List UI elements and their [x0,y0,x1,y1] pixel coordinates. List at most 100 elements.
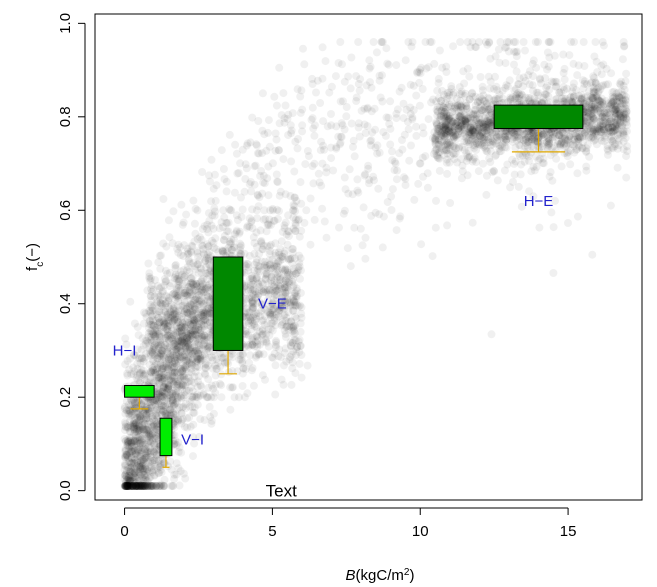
scatter-point [244,317,253,326]
scatter-point [152,482,161,490]
scatter-point [131,427,140,436]
scatter-point [361,233,370,242]
scatter-point [619,129,628,138]
scatter-point [454,130,463,139]
scatter-point [136,450,145,458]
scatter-point [607,132,616,141]
scatter-point [179,218,188,227]
scatter-point [570,38,578,46]
scatter-point [265,331,274,340]
scatter-point [551,132,560,141]
scatter-point [197,287,206,296]
scatter-point [582,162,591,171]
scatter-point [156,361,165,369]
scatter-point [463,38,472,46]
scatter-point [480,124,489,133]
scatter-point [184,336,193,345]
scatter-point [153,299,162,308]
scatter-point [133,413,142,422]
scatter-point [191,324,200,333]
scatter-point [495,94,504,103]
scatter-point [265,249,274,258]
scatter-point [172,389,180,398]
scatter-point [151,423,160,432]
scatter-point [518,131,527,139]
scatter-point [320,145,328,154]
scatter-point [128,442,137,451]
scatter-point [232,149,241,158]
scatter-point [528,141,537,150]
scatter-point [122,482,131,490]
scatter-point [618,55,627,64]
scatter-point [247,216,256,225]
scatter-point [254,309,263,318]
scatter-point [158,455,167,463]
scatter-point [418,123,427,132]
scatter-point [498,140,507,149]
scatter-point [175,286,184,295]
scatter-point [248,304,257,313]
scatter-point [438,63,447,72]
scatter-point [460,91,469,100]
scatter-point [598,121,607,130]
scatter-point [229,243,238,252]
scatter-point [177,302,186,310]
scatter-point [587,102,596,111]
scatter-point [615,93,624,102]
scatter-point [254,117,263,125]
scatter-point [557,94,566,103]
scatter-point [201,308,210,317]
scatter-point [121,460,129,469]
scatter-point [148,397,157,405]
scatter-point [173,313,182,322]
scatter-point [139,476,148,485]
scatter-point [297,309,306,318]
scatter-point [347,119,356,128]
scatter-point [124,482,133,490]
scatter-point [437,130,446,139]
scatter-point [245,293,254,302]
scatter-point [497,133,506,142]
scatter-point [140,319,148,328]
scatter-point [134,426,143,435]
scatter-point [527,135,536,144]
scatter-point [167,354,176,363]
scatter-point [417,240,426,249]
scatter-point [237,250,245,259]
scatter-point [571,138,580,147]
scatter-point [290,326,299,335]
scatter-point [395,214,404,223]
scatter-point [343,244,352,253]
scatter-point [300,60,309,69]
scatter-point [390,166,399,175]
scatter-point [202,291,211,300]
scatter-point [133,457,142,466]
scatter-point [159,239,168,248]
scatter-point [608,104,617,113]
scatter-point [224,227,233,236]
scatter-point [533,137,542,146]
scatter-point [291,226,300,235]
scatter-point [253,242,261,251]
scatter-point [124,477,133,486]
scatter-point [230,393,239,402]
scatter-point [611,102,620,111]
scatter-point [156,482,165,490]
scatter-point [129,424,138,433]
scatter-point [173,387,182,396]
scatter-point [164,297,173,306]
scatter-point [131,482,140,490]
scatter-point [269,353,277,362]
scatter-point [597,70,606,79]
scatter-point [442,62,451,71]
scatter-point [318,204,327,213]
scatter-point [532,162,541,171]
scatter-point [266,309,275,318]
scatter-point [615,79,624,88]
scatter-point [545,85,554,94]
scatter-point [355,86,364,95]
scatter-point [137,459,145,468]
scatter-point [134,476,143,485]
scatter-point [121,482,130,490]
scatter-point [122,340,131,349]
